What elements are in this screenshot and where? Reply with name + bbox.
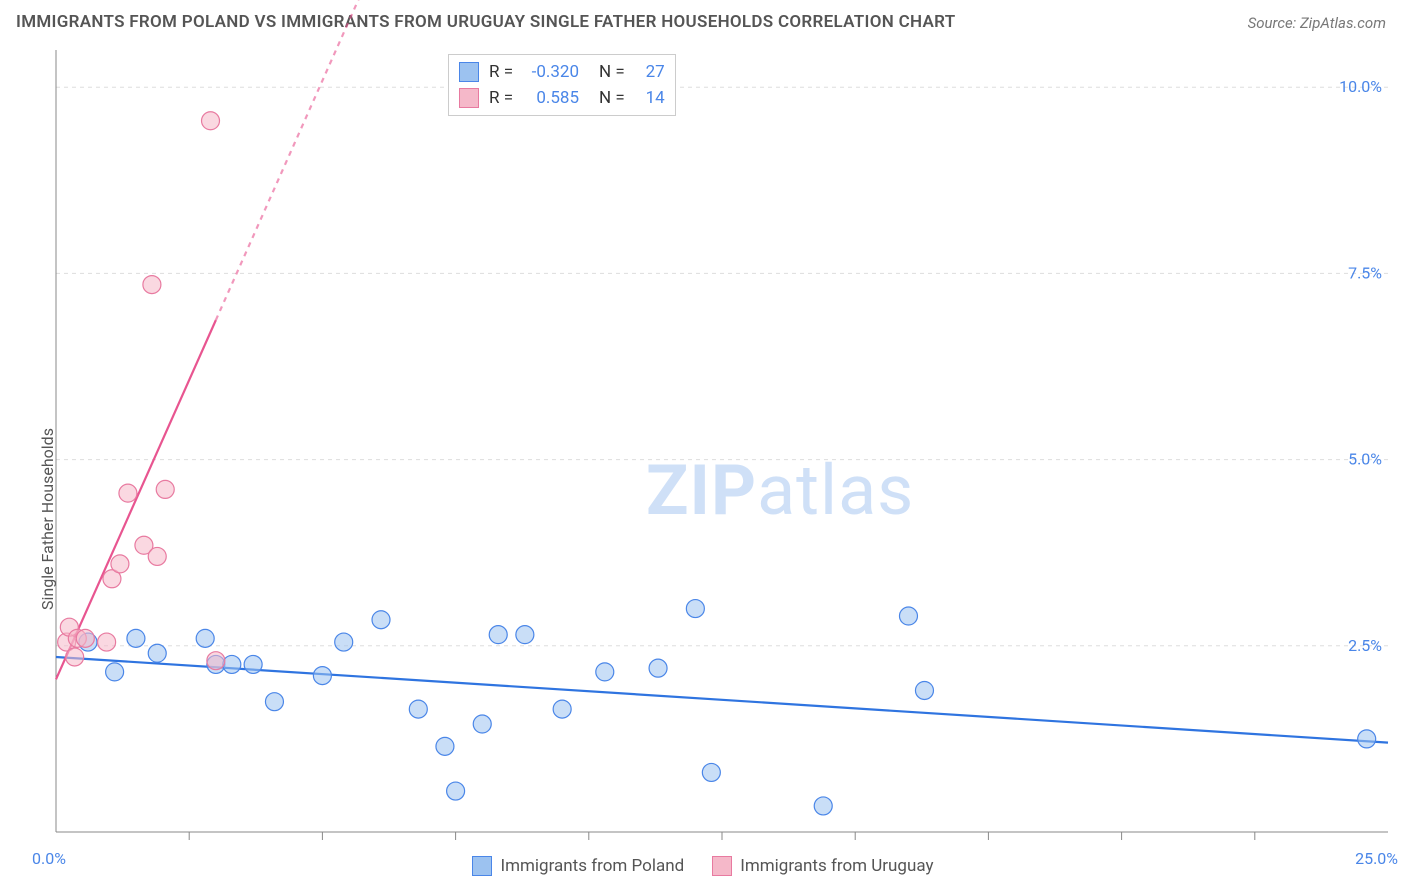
stat-n-value: 27 (635, 59, 665, 85)
legend-swatch (712, 856, 732, 876)
stat-n-label: N = (599, 59, 625, 85)
data-point (127, 629, 145, 647)
y-tick-label: 7.5% (1348, 263, 1382, 282)
data-point (596, 663, 614, 681)
stat-n-value: 14 (635, 85, 665, 111)
data-point (156, 480, 174, 498)
plot-area: 2.5%5.0%7.5%10.0% ZIPatlas (56, 50, 1388, 832)
stats-row: R = 0.585 N = 14 (459, 85, 665, 111)
data-point (244, 655, 262, 673)
stats-row: R = -0.320 N = 27 (459, 59, 665, 85)
legend-label: Immigrants from Uruguay (740, 856, 933, 876)
data-point (409, 700, 427, 718)
data-point (473, 715, 491, 733)
data-point (265, 693, 283, 711)
legend-label: Immigrants from Poland (500, 856, 684, 876)
stat-r-value: -0.320 (523, 59, 579, 85)
data-point (489, 626, 507, 644)
stat-n-label: N = (599, 85, 625, 111)
data-point (516, 626, 534, 644)
data-point (702, 763, 720, 781)
data-point (148, 644, 166, 662)
y-tick-label: 10.0% (1339, 77, 1382, 96)
data-point (649, 659, 667, 677)
data-point (207, 652, 225, 670)
y-axis-label: Single Father Households (38, 428, 57, 610)
data-point (436, 737, 454, 755)
y-tick-label: 2.5% (1348, 636, 1382, 655)
data-point (202, 112, 220, 130)
legend-item: Immigrants from Poland (472, 856, 684, 876)
data-point (313, 667, 331, 685)
data-point (66, 648, 84, 666)
data-point (98, 633, 116, 651)
data-point (111, 555, 129, 573)
source-attribution: Source: ZipAtlas.com (1248, 14, 1386, 32)
chart-title: IMMIGRANTS FROM POLAND VS IMMIGRANTS FRO… (16, 12, 955, 32)
data-point (372, 611, 390, 629)
y-tick-label: 5.0% (1348, 450, 1382, 469)
data-point (223, 655, 241, 673)
legend-swatch (459, 88, 479, 108)
data-point (148, 547, 166, 565)
data-point (196, 629, 214, 647)
trend-line-dashed (216, 0, 402, 320)
stat-r-value: 0.585 (523, 85, 579, 111)
trend-line (56, 320, 216, 679)
data-point (686, 600, 704, 618)
data-point (76, 629, 94, 647)
data-point (553, 700, 571, 718)
data-point (335, 633, 353, 651)
data-point (143, 276, 161, 294)
chart-svg: 2.5% 5.0% 7.5% 10.0% (56, 50, 1388, 832)
legend-item: Immigrants from Uruguay (712, 856, 933, 876)
bottom-legend: Immigrants from Poland Immigrants from Ur… (0, 856, 1406, 876)
data-point (814, 797, 832, 815)
stat-r-label: R = (489, 85, 513, 111)
data-point (1358, 730, 1376, 748)
stat-r-label: R = (489, 59, 513, 85)
stats-box: R = -0.320 N = 27 R = 0.585 N = 14 (448, 54, 676, 116)
data-point (447, 782, 465, 800)
data-point (915, 681, 933, 699)
legend-swatch (472, 856, 492, 876)
data-point (119, 484, 137, 502)
data-point (106, 663, 124, 681)
legend-swatch (459, 62, 479, 82)
data-point (899, 607, 917, 625)
